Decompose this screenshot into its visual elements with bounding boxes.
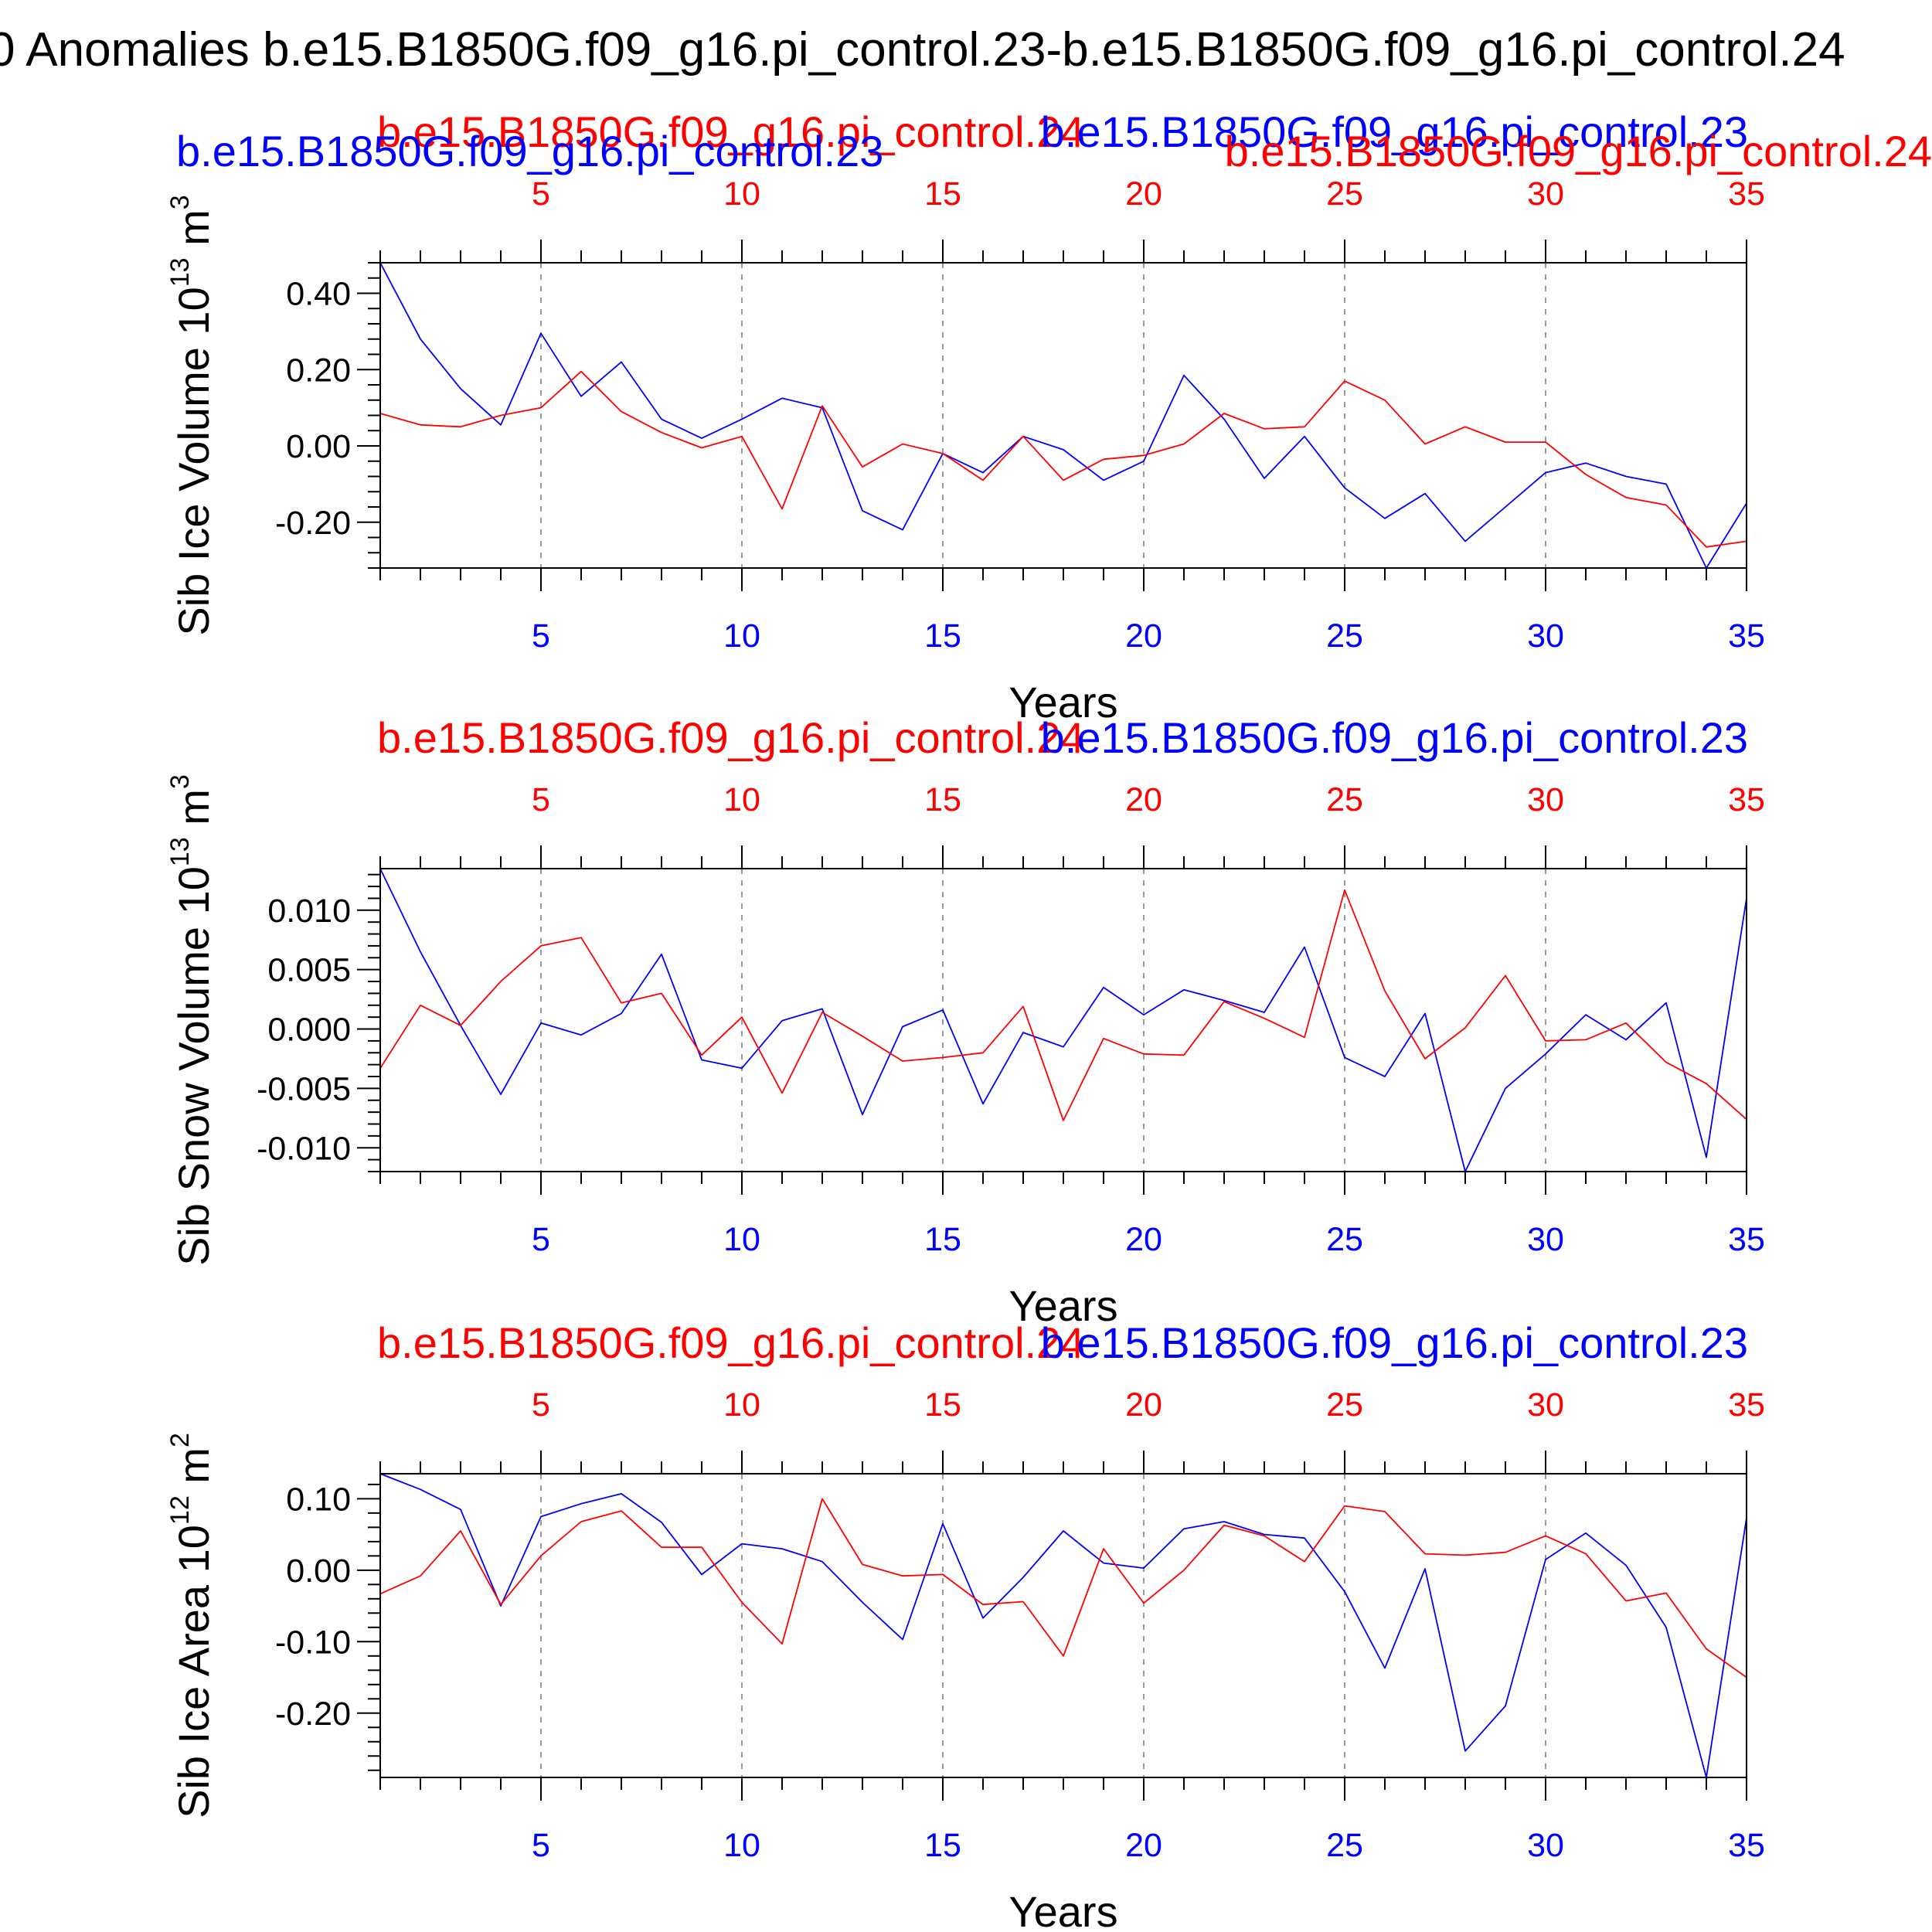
series-line-blue: [379, 262, 1747, 569]
x-tick-label-top: 15: [924, 1386, 961, 1423]
series-title-red: b.e15.B1850G.f09_g16.pi_control.24: [377, 107, 1084, 156]
x-tick-label-bottom: 30: [1527, 1221, 1564, 1258]
x-tick-label-top: 20: [1125, 1386, 1162, 1423]
series-line-blue: [379, 868, 1747, 1172]
series-title-blue: b.e15.B1850G.f09_g16.pi_control.23: [1041, 713, 1748, 762]
y-axis-label: Sib Ice Area 1012 m2: [165, 1433, 218, 1818]
chart-panel-2: 5 5 10 10 15 15 20 20 25 25 30 30 35 35 -0.010 -0.005 0.…: [165, 713, 1765, 1330]
y-axis-label-text: Sib Ice Volume 10: [169, 287, 218, 635]
y-tick-label: 0.00: [286, 428, 351, 465]
x-tick-label-top: 10: [723, 781, 760, 818]
series-title-red: b.e15.B1850G.f09_g16.pi_control.24: [377, 1318, 1084, 1367]
series-title-red: b.e15.B1850G.f09_g16.pi_control.24: [377, 713, 1084, 762]
x-tick-label-top: 30: [1527, 1386, 1564, 1423]
x-tick-label-top: 30: [1527, 781, 1564, 818]
plot-frame: [379, 262, 1747, 569]
x-tick-label-top: 15: [924, 781, 961, 818]
x-tick-label-top: 35: [1728, 1386, 1765, 1423]
y-axis-label: Sib Ice Volume 1013 m3: [165, 195, 218, 635]
chart-panel-3: 5 5 10 10 15 15 20 20 25 25 30 30 35 35 -0.20 -0.10 0.00…: [165, 1318, 1765, 1932]
y-axis-label-text: Sib Ice Area 10: [169, 1525, 218, 1818]
x-tick-label-bottom: 5: [532, 1827, 550, 1864]
x-tick-label-bottom: 35: [1728, 1827, 1765, 1864]
x-axis-label: Years: [1009, 678, 1117, 726]
x-tick-label-bottom: 25: [1326, 617, 1363, 655]
x-tick-label-top: 35: [1728, 781, 1765, 818]
right-title-red: b.e15.B1850G.f09_g16.pi_control.24: [1225, 127, 1932, 175]
series-line-blue: [379, 1473, 1747, 1778]
y-axis-label-unit-exponent: 3: [165, 774, 195, 789]
plot-frame: [379, 1473, 1747, 1778]
suptitle: 0 Anomalies b.e15.B1850G.f09_g16.pi_cont…: [0, 23, 1845, 77]
y-axis-label-unit: m: [169, 789, 218, 837]
x-tick-label-bottom: 35: [1728, 1221, 1765, 1258]
x-tick-label-bottom: 30: [1527, 1827, 1564, 1864]
y-axis-label-unit: m: [169, 209, 218, 257]
y-axis-label-exponent: 13: [165, 837, 195, 866]
x-tick-label-bottom: 20: [1125, 1221, 1162, 1258]
x-tick-label-bottom: 20: [1125, 617, 1162, 655]
x-tick-label-top: 5: [532, 175, 550, 213]
y-axis-label-unit: m: [169, 1447, 218, 1495]
left-title-blue: b.e15.B1850G.f09_g16.pi_control.23: [176, 127, 883, 175]
y-tick-label: 0.010: [267, 893, 351, 930]
series-line-red: [379, 1498, 1747, 1679]
x-tick-label-bottom: 10: [723, 1221, 760, 1258]
y-tick-label: -0.010: [257, 1130, 351, 1167]
x-axis-label: Years: [1009, 1281, 1117, 1330]
x-tick-label-bottom: 5: [532, 617, 550, 655]
x-tick-label-bottom: 35: [1728, 617, 1765, 655]
y-axis-label-text: Sib Snow Volume 10: [169, 866, 218, 1266]
x-tick-label-bottom: 10: [723, 1827, 760, 1864]
x-tick-label-top: 5: [532, 1386, 550, 1423]
y-tick-label: 0.005: [267, 952, 351, 989]
y-axis-label: Sib Snow Volume 1013 m3: [165, 774, 218, 1266]
x-tick-label-bottom: 20: [1125, 1827, 1162, 1864]
x-tick-label-top: 10: [723, 1386, 760, 1423]
y-tick-label: -0.20: [275, 1696, 351, 1733]
x-tick-label-top: 5: [532, 781, 550, 818]
x-tick-label-bottom: 15: [924, 1221, 961, 1258]
x-tick-label-bottom: 25: [1326, 1827, 1363, 1864]
y-tick-label: -0.20: [275, 505, 351, 542]
y-tick-label: -0.005: [257, 1070, 351, 1107]
series-line-red: [379, 889, 1747, 1121]
x-tick-label-top: 25: [1326, 175, 1363, 213]
series-line-red: [379, 370, 1747, 548]
y-tick-label: 0.20: [286, 352, 351, 389]
series-title-blue: b.e15.B1850G.f09_g16.pi_control.23: [1041, 107, 1748, 156]
x-tick-label-top: 25: [1326, 781, 1363, 818]
x-tick-label-top: 10: [723, 175, 760, 213]
x-tick-label-bottom: 10: [723, 617, 760, 655]
y-axis-label-unit-exponent: 2: [165, 1433, 195, 1447]
plot-frame: [379, 868, 1747, 1172]
y-tick-label: 0.40: [286, 276, 351, 313]
x-tick-label-top: 20: [1125, 781, 1162, 818]
x-tick-label-top: 15: [924, 175, 961, 213]
x-axis-label: Years: [1009, 1887, 1117, 1932]
y-tick-label: 0.00: [286, 1553, 351, 1590]
y-tick-label: 0.000: [267, 1012, 351, 1049]
y-axis-label-unit-exponent: 3: [165, 195, 195, 209]
x-tick-label-top: 30: [1527, 175, 1564, 213]
x-tick-label-bottom: 25: [1326, 1221, 1363, 1258]
x-tick-label-bottom: 15: [924, 617, 961, 655]
x-tick-label-top: 20: [1125, 175, 1162, 213]
x-tick-label-bottom: 30: [1527, 617, 1564, 655]
y-tick-label: -0.10: [275, 1624, 351, 1661]
y-axis-label-exponent: 12: [165, 1495, 195, 1525]
y-axis-label-exponent: 13: [165, 257, 195, 287]
x-tick-label-top: 25: [1326, 1386, 1363, 1423]
x-tick-label-bottom: 15: [924, 1827, 961, 1864]
panels: 55101015152020252530303535-0.200.000.200…: [165, 107, 1932, 1932]
chart-panel-1: 5 5 10 10 15 15 20 20 25 25 30 30 35 35 -0.20 0.00 0.20 0…: [165, 107, 1932, 726]
x-tick-label-top: 35: [1728, 175, 1765, 213]
series-title-blue: b.e15.B1850G.f09_g16.pi_control.23: [1041, 1318, 1748, 1367]
y-tick-label: 0.10: [286, 1481, 351, 1518]
x-tick-label-bottom: 5: [532, 1221, 550, 1258]
